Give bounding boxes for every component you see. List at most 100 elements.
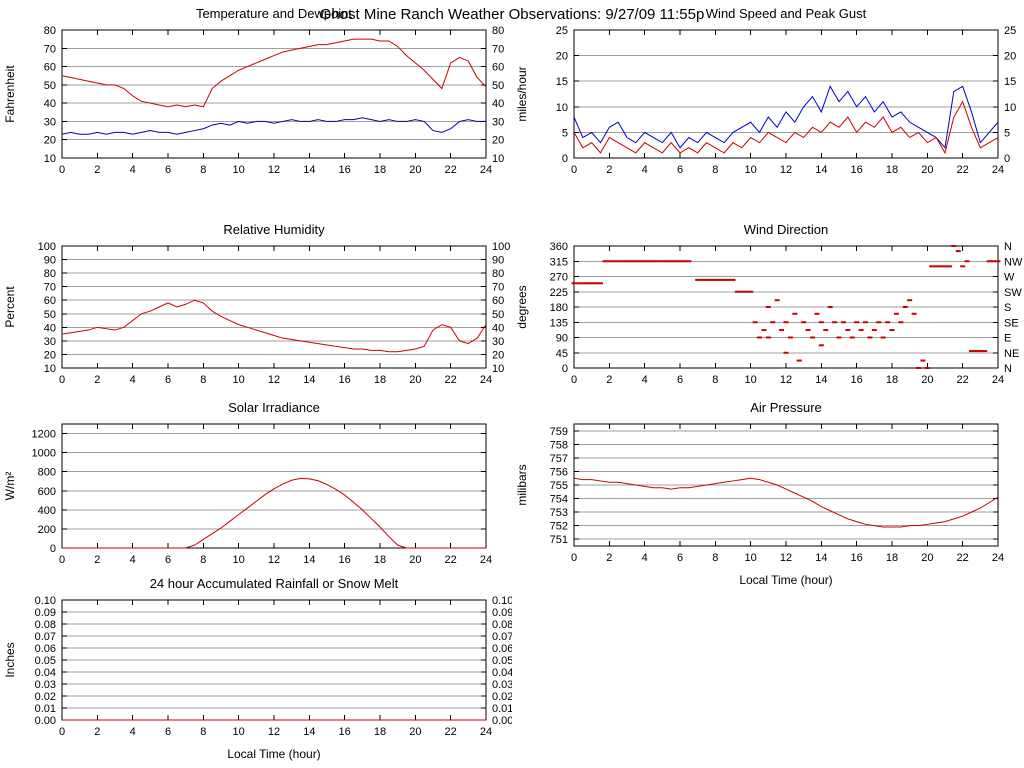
svg-text:600: 600 — [38, 486, 56, 498]
svg-text:8: 8 — [712, 164, 718, 176]
svg-text:6: 6 — [165, 554, 171, 566]
svg-text:0: 0 — [1004, 153, 1010, 165]
svg-text:4: 4 — [130, 374, 136, 386]
svg-text:0.03: 0.03 — [492, 679, 512, 691]
svg-text:0.09: 0.09 — [492, 607, 512, 619]
svg-text:400: 400 — [38, 505, 56, 517]
svg-text:12: 12 — [780, 552, 792, 564]
svg-text:757: 757 — [550, 453, 568, 465]
svg-text:20: 20 — [44, 349, 56, 361]
gridlines — [62, 47, 486, 141]
svg-text:20: 20 — [409, 554, 421, 566]
svg-text:10: 10 — [1004, 102, 1016, 114]
svg-text:24: 24 — [480, 554, 492, 566]
chart-title: Wind Speed and Peak Gust — [706, 6, 867, 21]
axes — [61, 245, 487, 369]
svg-text:0: 0 — [59, 554, 65, 566]
svg-text:360: 360 — [550, 241, 568, 253]
svg-text:4: 4 — [642, 552, 648, 564]
svg-text:16: 16 — [339, 554, 351, 566]
svg-text:14: 14 — [303, 374, 315, 386]
svg-text:135: 135 — [550, 317, 568, 329]
svg-text:NE: NE — [1004, 348, 1019, 360]
svg-text:1200: 1200 — [32, 429, 56, 441]
svg-text:758: 758 — [550, 439, 568, 451]
svg-text:800: 800 — [38, 467, 56, 479]
chart-title: Wind Direction — [744, 222, 829, 237]
svg-text:24: 24 — [992, 374, 1004, 386]
gridlines — [62, 433, 486, 530]
svg-text:18: 18 — [886, 374, 898, 386]
solar-irradiance-svg: 0 2 4 6 8 10 12 14 16 18 20 22 240200400600800100012… — [3, 400, 492, 566]
gridlines — [574, 55, 998, 133]
chart-labels: 0 2 4 6 8 10 12 14 16 18 20 22 240200400600800100012… — [3, 400, 492, 566]
svg-text:70: 70 — [44, 282, 56, 294]
svg-text:0.01: 0.01 — [492, 703, 512, 715]
svg-text:12: 12 — [268, 374, 280, 386]
svg-text:8: 8 — [200, 554, 206, 566]
svg-text:10: 10 — [492, 363, 504, 375]
chart-air-pressure: 0 2 4 6 8 10 12 14 16 18 20 22 24 751 752 753 754 755 756 7… — [512, 394, 1024, 594]
chart-title: Relative Humidity — [223, 222, 325, 237]
svg-text:22: 22 — [957, 164, 969, 176]
svg-text:5: 5 — [1004, 127, 1010, 139]
series-peak-gust — [573, 85, 999, 149]
svg-text:2: 2 — [606, 164, 612, 176]
svg-text:100: 100 — [38, 241, 56, 253]
svg-text:40: 40 — [492, 98, 504, 110]
svg-text:16: 16 — [339, 164, 351, 176]
svg-text:50: 50 — [492, 309, 504, 321]
svg-text:751: 751 — [550, 534, 568, 546]
chart-title: Temperature and Dewpoint — [196, 6, 352, 21]
svg-text:20: 20 — [1004, 51, 1016, 63]
chart-temperature-and-dewpoint: 0 2 4 6 8 10 12 14 16 18 20 22 24 10 20 30 40 50 60 70 80 10 2… — [0, 0, 512, 184]
svg-text:6: 6 — [165, 374, 171, 386]
svg-text:0.04: 0.04 — [35, 667, 56, 679]
series-humidity — [61, 299, 487, 353]
svg-text:5: 5 — [562, 127, 568, 139]
svg-text:80: 80 — [492, 25, 504, 37]
svg-text:E: E — [1004, 333, 1011, 345]
chart-title: 24 hour Accumulated Rainfall or Snow Mel… — [150, 576, 399, 591]
svg-text:22: 22 — [957, 374, 969, 386]
svg-text:10: 10 — [556, 102, 568, 114]
x-axis-label: Local Time (hour) — [739, 573, 832, 587]
y-axis-label: Inches — [3, 642, 17, 677]
svg-text:30: 30 — [492, 336, 504, 348]
svg-text:20: 20 — [409, 374, 421, 386]
svg-text:22: 22 — [957, 552, 969, 564]
chart-labels: 0 2 4 6 8 10 12 14 16 18 20 22 247517527537547557567… — [515, 400, 1004, 587]
svg-text:50: 50 — [44, 309, 56, 321]
svg-text:0: 0 — [571, 552, 577, 564]
svg-text:14: 14 — [303, 164, 315, 176]
svg-text:14: 14 — [303, 726, 315, 738]
svg-text:0: 0 — [571, 164, 577, 176]
wind-speed-gust-svg: 0 2 4 6 8 10 12 14 16 18 20 22 240510152025051015202… — [515, 6, 1016, 176]
svg-text:12: 12 — [268, 726, 280, 738]
series-dewpoint — [61, 117, 486, 135]
svg-text:0.00: 0.00 — [35, 715, 56, 727]
svg-text:0.05: 0.05 — [35, 655, 56, 667]
svg-text:30: 30 — [44, 336, 56, 348]
axes — [61, 29, 487, 159]
chart-wind-direction: 0 2 4 6 8 10 12 14 16 18 20 22 24 0 45 90 135 180 225 270 31… — [512, 216, 1024, 394]
svg-text:12: 12 — [268, 554, 280, 566]
y-axis-label: Percent — [3, 286, 17, 328]
svg-text:10: 10 — [44, 153, 56, 165]
svg-text:60: 60 — [492, 62, 504, 74]
svg-text:16: 16 — [851, 164, 863, 176]
svg-text:SW: SW — [1004, 287, 1022, 299]
svg-text:270: 270 — [550, 272, 568, 284]
svg-text:NW: NW — [1004, 256, 1023, 268]
chart-labels: 0 2 4 6 8 10 12 14 16 18 20 22 240510152025051015202… — [515, 6, 1016, 176]
svg-text:80: 80 — [44, 268, 56, 280]
svg-text:45: 45 — [556, 348, 568, 360]
svg-text:14: 14 — [815, 552, 827, 564]
chart-rainfall-snow-melt: 0 2 4 6 8 10 12 14 16 18 20 22 24 0.00 0.01 0.02 0.03 0.0… — [0, 570, 512, 768]
svg-text:0.08: 0.08 — [492, 619, 512, 631]
svg-text:20: 20 — [44, 135, 56, 147]
y-axis-label: milibars — [515, 464, 529, 505]
svg-text:20: 20 — [556, 51, 568, 63]
wind-direction-svg: 0 2 4 6 8 10 12 14 16 18 20 22 240459013518022527031… — [515, 222, 1023, 386]
svg-text:10: 10 — [745, 552, 757, 564]
